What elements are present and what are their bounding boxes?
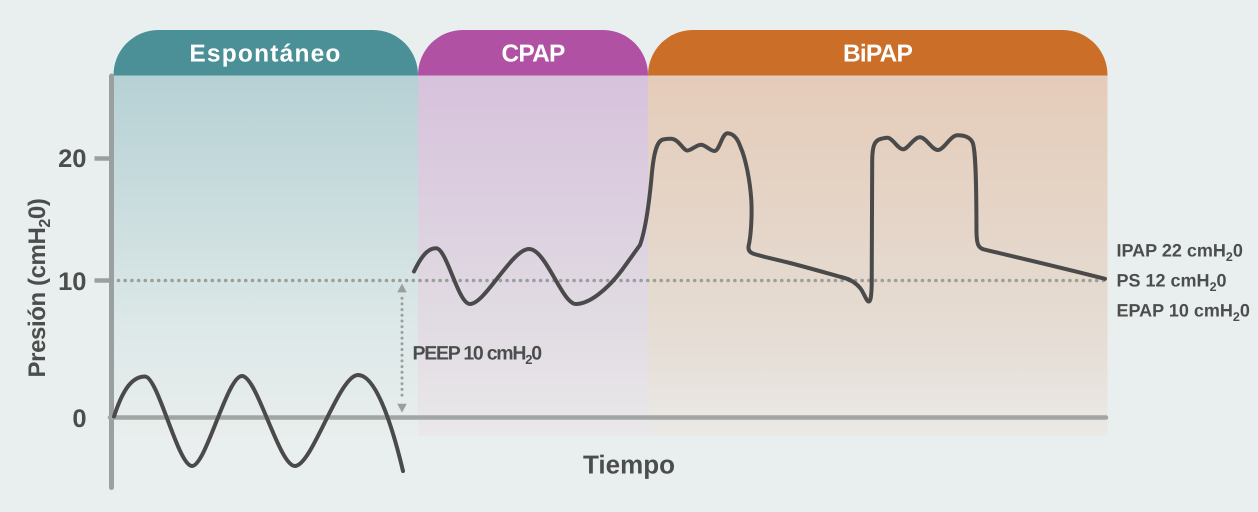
svg-text:PEEP 10 cmH20: PEEP 10 cmH20 bbox=[413, 343, 543, 368]
svg-text:Presión (cmH20): Presión (cmH20) bbox=[24, 199, 54, 378]
svg-text:0: 0 bbox=[72, 405, 86, 433]
svg-text:10: 10 bbox=[58, 268, 86, 296]
svg-text:EPAP 10 cmH20: EPAP 10 cmH20 bbox=[1117, 301, 1250, 325]
svg-text:20: 20 bbox=[58, 145, 86, 173]
svg-text:PS 12 cmH20: PS 12 cmH20 bbox=[1117, 271, 1227, 295]
svg-text:Espontáneo: Espontáneo bbox=[189, 41, 341, 68]
svg-text:CPAP: CPAP bbox=[501, 41, 565, 68]
svg-text:IPAP 22 cmH20: IPAP 22 cmH20 bbox=[1117, 241, 1243, 265]
svg-text:BiPAP: BiPAP bbox=[843, 41, 913, 68]
svg-text:Tiempo: Tiempo bbox=[583, 450, 675, 480]
